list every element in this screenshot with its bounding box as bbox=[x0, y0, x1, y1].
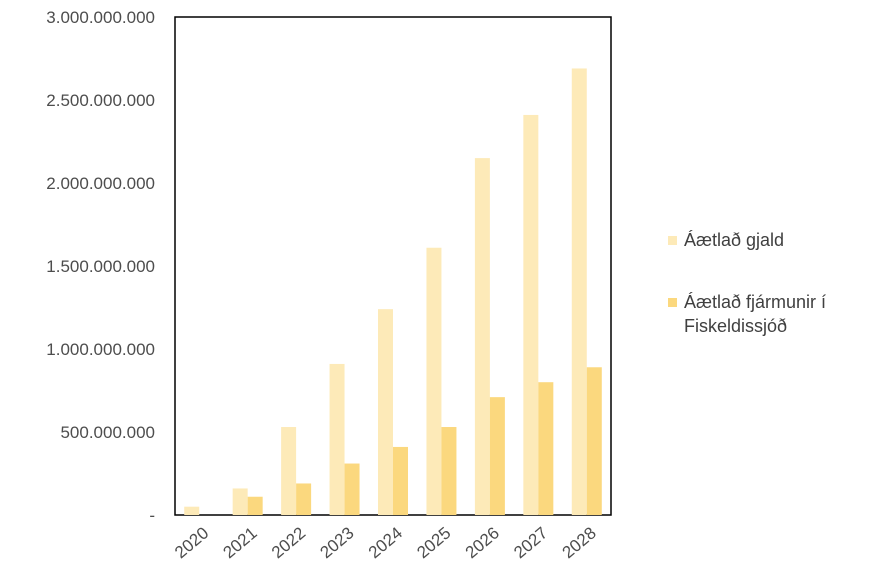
x-tick-label: 2028 bbox=[559, 523, 600, 562]
legend-label-fjarmunir-line1: Áætlað fjármunir í bbox=[684, 292, 827, 312]
y-tick-label: - bbox=[149, 506, 155, 525]
x-tick-label: 2024 bbox=[365, 523, 406, 562]
legend-item-fjarmunir: Áætlað fjármunir í Fiskeldissjóð bbox=[668, 290, 877, 338]
bar-aaetlad-gjald-2021 bbox=[232, 488, 248, 515]
x-tick-label: 2026 bbox=[462, 523, 503, 562]
legend-swatch-aaetlad-gjald bbox=[668, 236, 677, 245]
x-tick-label: 2027 bbox=[510, 523, 551, 562]
legend-label-aaetlad-gjald: Áætlað gjald bbox=[684, 230, 785, 250]
legend-swatch-fjarmunir bbox=[668, 298, 677, 307]
y-tick-label: 2.000.000.000 bbox=[46, 174, 155, 193]
bar-aaetlad-gjald-2028 bbox=[571, 68, 587, 516]
x-tick-label: 2025 bbox=[413, 523, 454, 562]
x-tick-label: 2023 bbox=[316, 523, 357, 562]
y-tick-label: 2.500.000.000 bbox=[46, 91, 155, 110]
bar-fjarmunir-2028 bbox=[586, 367, 602, 515]
y-tick-label: 500.000.000 bbox=[60, 423, 155, 442]
bar-fjarmunir-2026 bbox=[489, 397, 505, 515]
bar-fjarmunir-2022 bbox=[296, 483, 312, 515]
bar-aaetlad-gjald-2023 bbox=[329, 363, 345, 515]
bar-fjarmunir-2023 bbox=[344, 463, 360, 515]
x-tick-label: 2022 bbox=[268, 523, 309, 562]
y-tick-label: 1.000.000.000 bbox=[46, 340, 155, 359]
legend-label-fjarmunir-line2: Fiskeldissjóð bbox=[684, 316, 788, 336]
y-tick-label: 1.500.000.000 bbox=[46, 257, 155, 276]
bar-aaetlad-gjald-2024 bbox=[378, 309, 393, 515]
chart-legend: Áætlað gjald Áætlað fjármunir í Fiskeldi… bbox=[668, 228, 877, 376]
bar-aaetlad-gjald-2022 bbox=[281, 427, 297, 515]
bar-fjarmunir-2024 bbox=[393, 446, 408, 515]
y-tick-label: 3.000.000.000 bbox=[46, 8, 155, 27]
legend-item-aaetlad-gjald: Áætlað gjald bbox=[668, 228, 877, 252]
bar-fjarmunir-2027 bbox=[538, 382, 554, 515]
bar-aaetlad-gjald-2026 bbox=[474, 158, 490, 515]
bar-fjarmunir-2021 bbox=[247, 496, 263, 515]
x-tick-label: 2020 bbox=[171, 523, 212, 562]
bar-aaetlad-gjald-2020 bbox=[184, 506, 200, 515]
bar-fjarmunir-2025 bbox=[441, 427, 457, 515]
bar-aaetlad-gjald-2025 bbox=[426, 247, 442, 516]
bar-aaetlad-gjald-2027 bbox=[523, 114, 539, 515]
x-tick-label: 2021 bbox=[220, 523, 261, 562]
